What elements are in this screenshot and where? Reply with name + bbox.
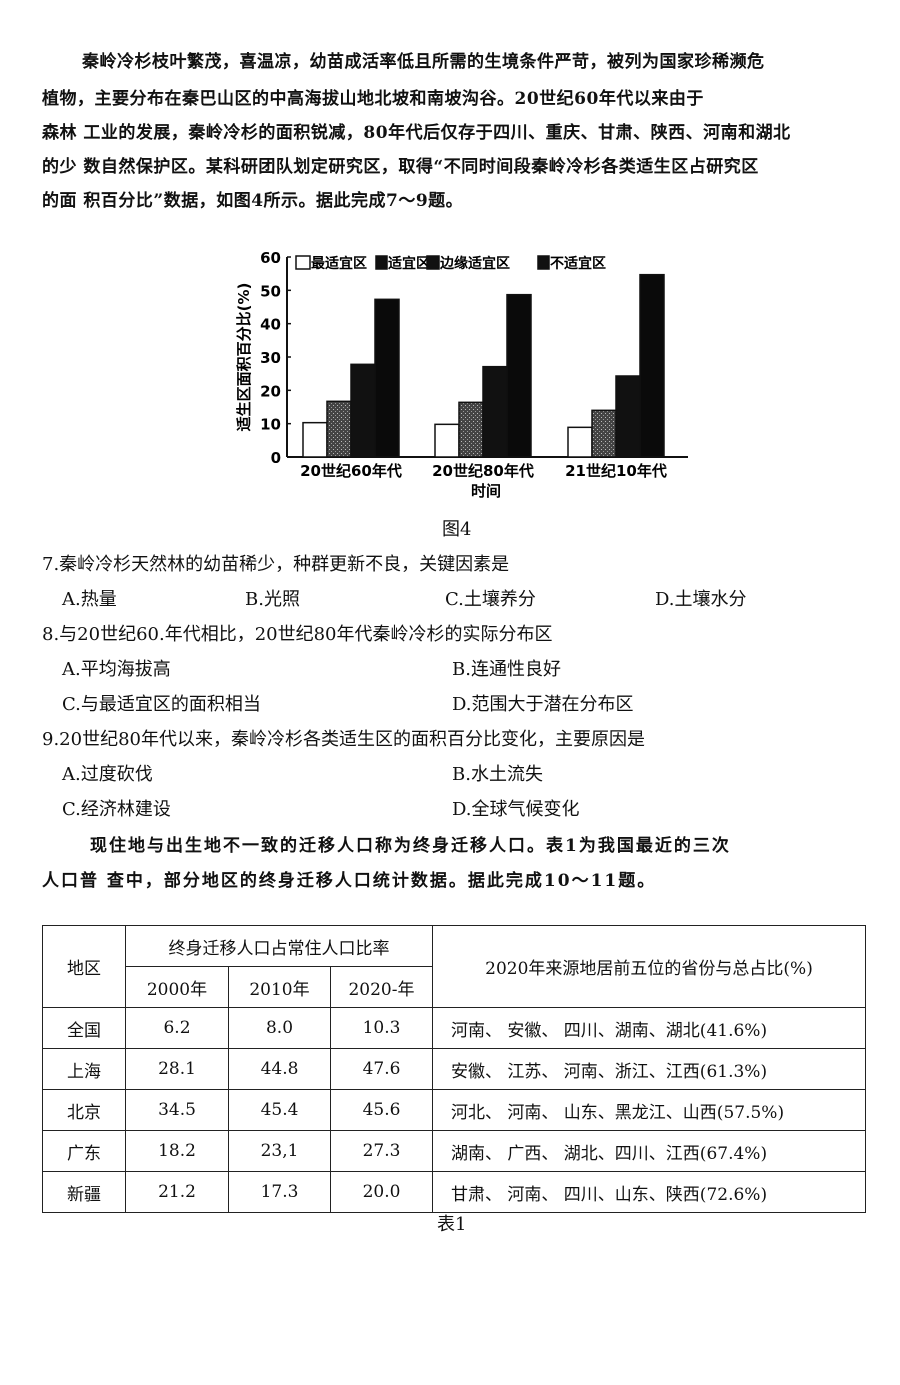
legend-swatch xyxy=(537,255,550,270)
chart-legend: 最适宜区 适宜区 边缘适宜区 不适宜区 xyxy=(295,255,606,272)
cell-source: 甘肃、 河南、 四川、山东、陕西(72.6%) xyxy=(432,1171,866,1213)
migration-table: 地区 终身迁移人口占常住人口比率 2020年来源地居前五位的省份与总占比(%) … xyxy=(42,925,866,1213)
bar-边缘适宜区-21世纪10年代 xyxy=(615,375,641,458)
legend-label: 最适宜区 xyxy=(311,255,367,272)
y-tick-label: 0 xyxy=(271,449,281,467)
legend-swatch xyxy=(295,255,311,270)
cell-region: 上海 xyxy=(42,1048,126,1090)
option-b[interactable]: B.光照 xyxy=(245,589,300,610)
cell-2000: 28.1 xyxy=(125,1048,229,1090)
table-row: 上海 28.1 44.8 47.6 安徽、 江苏、 河南、浙江、江西(61.3%… xyxy=(42,1048,866,1090)
cell-2000: 34.5 xyxy=(125,1089,229,1131)
bar-适宜区-20世纪80年代 xyxy=(458,401,484,458)
legend-label: 适宜区 xyxy=(388,255,430,272)
bar-不适宜区-20世纪80年代 xyxy=(506,293,532,458)
cell-2000: 21.2 xyxy=(125,1171,229,1213)
y-tick-label: 20 xyxy=(260,382,281,400)
cell-2010: 23,1 xyxy=(228,1130,331,1172)
table-caption: 表1 xyxy=(437,1214,467,1235)
intro-line: 森林 工业的发展，秦岭冷杉的面积锐减，80年代后仅存于四川、重庆、甘肃、陕西、河… xyxy=(42,123,791,143)
option-b[interactable]: B.连通性良好 xyxy=(452,659,561,680)
x-tick-label: 20世纪80年代 xyxy=(432,462,534,480)
bar-最适宜区-20世纪60年代 xyxy=(302,421,328,458)
y-tick-label: 40 xyxy=(260,316,281,334)
legend-swatch xyxy=(375,255,388,270)
option-c[interactable]: C.与最适宜区的面积相当 xyxy=(62,694,261,715)
option-c[interactable]: C.土壤养分 xyxy=(445,589,536,610)
cell-2020: 47.6 xyxy=(330,1048,433,1090)
cell-source: 河北、 河南、 山东、黑龙江、山西(57.5%) xyxy=(432,1089,866,1131)
cell-2000: 18.2 xyxy=(125,1130,229,1172)
y-tick-label: 30 xyxy=(260,349,281,367)
intro-line: 秦岭冷杉枝叶繁茂，喜温凉，幼苗成活率低且所需的生境条件严苛，被列为国家珍稀濒危 xyxy=(82,52,765,72)
passage-line: 现住地与出生地不一致的迁移人口称为终身迁移人口。表1为我国最近的三次 xyxy=(90,836,731,856)
bar-最适宜区-20世纪80年代 xyxy=(434,423,460,458)
legend-label: 不适宜区 xyxy=(550,255,606,272)
cell-region: 广东 xyxy=(42,1130,126,1172)
x-tick-label: 21世纪10年代 xyxy=(565,462,667,480)
table-row: 全国 6.2 8.0 10.3 河南、 安徽、 四川、湖南、湖北(41.6%) xyxy=(42,1007,866,1049)
option-a[interactable]: A.热量 xyxy=(62,589,117,610)
cell-source: 湖南、 广西、 湖北、四川、江西(67.4%) xyxy=(432,1130,866,1172)
option-d[interactable]: D.土壤水分 xyxy=(655,589,747,610)
cell-2020: 27.3 xyxy=(330,1130,433,1172)
bar-边缘适宜区-20世纪80年代 xyxy=(482,365,508,458)
bar-边缘适宜区-20世纪60年代 xyxy=(350,363,376,458)
header-region: 地区 xyxy=(42,925,126,1008)
header-source: 2020年来源地居前五位的省份与总占比(%) xyxy=(432,925,866,1008)
header-year: 2000年 xyxy=(125,966,229,1008)
chart-x-axis-title: 时间 xyxy=(471,482,501,500)
option-c[interactable]: C.经济林建设 xyxy=(62,799,171,820)
intro-line: 的面 积百分比”数据，如图4所示。据此完成7～9题。 xyxy=(42,191,464,211)
y-tick-label: 10 xyxy=(260,416,281,434)
bar-适宜区-21世纪10年代 xyxy=(591,409,617,458)
question-stem: 9.20世纪80年代以来，秦岭冷杉各类适生区的面积百分比变化，主要原因是 xyxy=(42,729,645,750)
cell-2010: 44.8 xyxy=(228,1048,331,1090)
chart-x-labels: 20世纪60年代 20世纪80年代 21世纪10年代 xyxy=(300,462,667,480)
cell-source: 河南、 安徽、 四川、湖南、湖北(41.6%) xyxy=(432,1007,866,1049)
cell-2010: 8.0 xyxy=(228,1007,331,1049)
chart-y-ticks: 0 10 20 30 40 50 60 xyxy=(260,249,291,467)
table-row: 广东 18.2 23,1 27.3 湖南、 广西、 湖北、四川、江西(67.4%… xyxy=(42,1130,866,1172)
cell-2010: 17.3 xyxy=(228,1171,331,1213)
cell-region: 北京 xyxy=(42,1089,126,1131)
question-stem: 7.秦岭冷杉天然林的幼苗稀少，种群更新不良，关键因素是 xyxy=(42,554,510,575)
cell-2020: 10.3 xyxy=(330,1007,433,1049)
bar-不适宜区-21世纪10年代 xyxy=(639,273,665,458)
option-d[interactable]: D.范围大于潜在分布区 xyxy=(452,694,634,715)
option-a[interactable]: A.过度砍伐 xyxy=(62,764,153,785)
y-tick-label: 50 xyxy=(260,282,281,300)
option-d[interactable]: D.全球气候变化 xyxy=(452,799,580,820)
bar-适宜区-20世纪60年代 xyxy=(326,400,352,458)
cell-2010: 45.4 xyxy=(228,1089,331,1131)
intro-line: 植物，主要分布在秦巴山区的中高海拔山地北坡和南坡沟谷。20世纪60年代以来由于 xyxy=(42,89,704,109)
cell-region: 全国 xyxy=(42,1007,126,1049)
y-tick-label: 60 xyxy=(260,249,281,267)
table-row: 新疆 21.2 17.3 20.0 甘肃、 河南、 四川、山东、陕西(72.6%… xyxy=(42,1171,866,1213)
cell-source: 安徽、 江苏、 河南、浙江、江西(61.3%) xyxy=(432,1048,866,1090)
cell-2020: 20.0 xyxy=(330,1171,433,1213)
option-a[interactable]: A.平均海拔高 xyxy=(62,659,171,680)
bar-最适宜区-21世纪10年代 xyxy=(567,426,593,458)
table-row: 北京 34.5 45.4 45.6 河北、 河南、 山东、黑龙江、山西(57.5… xyxy=(42,1089,866,1131)
chart-bars xyxy=(302,273,665,458)
legend-swatch xyxy=(426,255,440,270)
cell-region: 新疆 xyxy=(42,1171,126,1213)
passage-line: 人口普 查中，部分地区的终身迁移人口统计数据。据此完成10～11题。 xyxy=(42,871,657,891)
option-b[interactable]: B.水土流失 xyxy=(452,764,543,785)
x-tick-label: 20世纪60年代 xyxy=(300,462,402,480)
legend-label: 边缘适宜区 xyxy=(439,255,510,272)
header-rate: 终身迁移人口占常住人口比率 xyxy=(125,925,433,967)
chart-y-axis-title: 适生区面积百分比(%) xyxy=(235,283,253,432)
bar-chart: 0 10 20 30 40 50 60 20世纪60年代 20世纪80年代 21世纪10年代 最… xyxy=(235,249,688,500)
figure-caption: 图4 xyxy=(442,519,472,540)
cell-2000: 6.2 xyxy=(125,1007,229,1049)
cell-2020: 45.6 xyxy=(330,1089,433,1131)
bar-不适宜区-20世纪60年代 xyxy=(374,298,400,458)
header-year: 2010年 xyxy=(228,966,331,1008)
intro-line: 的少 数自然保护区。某科研团队划定研究区，取得“不同时间段秦岭冷杉各类适生区占研… xyxy=(42,157,759,177)
question-stem: 8.与20世纪60.年代相比，20世纪80年代秦岭冷杉的实际分布区 xyxy=(42,624,553,645)
header-year: 2020-年 xyxy=(330,966,433,1008)
